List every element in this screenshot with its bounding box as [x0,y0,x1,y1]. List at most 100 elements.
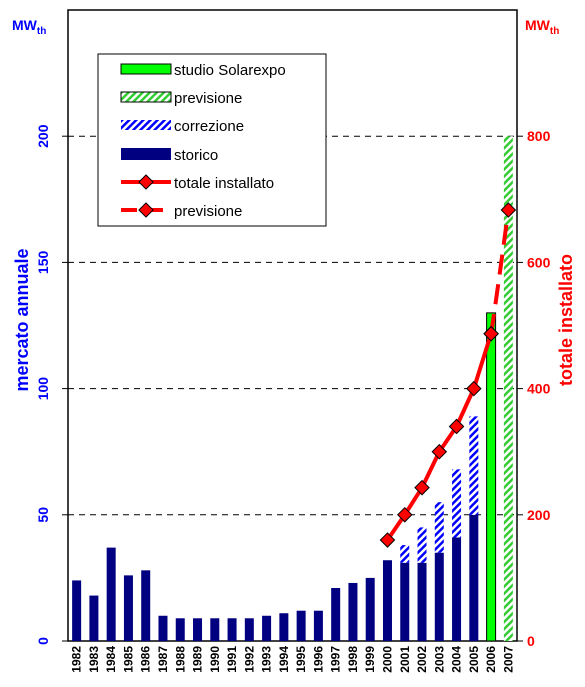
installed-marker [396,507,413,523]
legend-swatch-totale-marker [138,174,154,190]
right-tick-label: 400 [527,381,551,397]
legend: studio Solarexpo previsione correzione s… [97,53,327,227]
x-axis-ticks: 1982 1983 1984 1985 1986 1987 1988 1989 1990 1991… [70,646,516,673]
forecast-line [489,209,511,335]
bar-storico [72,580,82,641]
x-tick-label: 1997 [329,646,343,673]
installed-marker [379,532,396,548]
bars [72,136,513,642]
left-tick-label: 200 [35,124,51,148]
x-tick-label: 1996 [311,646,325,673]
bar-storico [469,514,479,641]
x-tick-label: 1989 [191,646,205,673]
forecast-marker [500,202,517,218]
left-tick-label: 50 [35,507,51,523]
right-axis-ticks: 0 200 400 600 800 [517,128,551,649]
x-tick-label: 1995 [294,646,308,673]
left-tick-label: 150 [35,251,51,275]
right-tick-label: 0 [527,633,535,649]
x-tick-label: 1988 [173,646,187,673]
bar-correzione [417,527,427,563]
bar-storico [89,595,99,641]
bar-storico [400,562,410,641]
bar-storico [313,610,323,641]
legend-box [97,53,327,227]
x-tick-label: 1984 [104,646,118,673]
installed-marker [448,418,465,435]
x-tick-label: 2007 [501,646,515,673]
x-tick-label: 2003 [432,646,446,673]
x-tick-label: 1990 [208,646,222,673]
x-tick-label: 1992 [242,646,256,673]
bar-correzione [400,545,410,563]
right-tick-label: 800 [527,128,551,144]
installed-marker [431,443,448,460]
left-tick-label: 0 [35,637,51,645]
right-axis-label: totale installato [556,254,576,386]
legend-label-storico: storico [174,147,218,164]
x-tick-label: 1983 [87,646,101,673]
bar-storico [193,618,203,641]
bar-storico [331,587,341,641]
legend-swatch-previsione-bar [120,91,172,103]
bar-storico [158,615,168,641]
right-tick-label: 600 [527,254,551,270]
bar-studio-solarexpo [486,312,497,642]
legend-swatch-correzione [121,120,171,130]
bar-correzione [469,416,479,515]
bar-storico [365,577,375,641]
bar-storico [106,547,116,641]
x-tick-label: 1987 [156,646,170,673]
bar-storico [244,618,254,641]
forecast-marker [483,325,499,342]
left-axis-ticks: 0 50 100 150 200 [35,124,68,645]
legend-label-correzione: correzione [174,118,244,135]
legend-label-previsione-bar: previsione [174,90,242,107]
installed-marker [466,380,482,397]
bar-storico [123,575,133,641]
plot-area [67,9,518,642]
x-tick-label: 1998 [346,646,360,673]
right-tick-label: 200 [527,507,551,523]
bar-storico [417,562,427,641]
x-tick-label: 2005 [467,646,481,673]
bar-storico [296,610,306,641]
bar-storico [141,570,151,641]
legend-swatch-storico [121,148,171,160]
bar-storico [348,582,358,641]
bar-storico [262,615,272,641]
x-tick-label: 1994 [277,646,291,673]
bar-correzione [434,502,444,553]
bar-storico [452,537,462,641]
bar-storico [434,552,444,641]
x-tick-label: 1993 [260,646,274,673]
x-tick-label: 2002 [415,646,429,673]
legend-label-studio: studio Solarexpo [174,62,286,79]
left-tick-label: 100 [35,377,51,401]
x-tick-label: 1985 [121,646,135,673]
x-tick-label: 1999 [363,646,377,673]
bar-storico [279,613,289,641]
right-axis-unit: MWth [525,17,559,37]
bar-previsione [503,136,513,641]
x-tick-label: 2004 [450,646,464,673]
left-axis-unit: MWth [12,17,46,37]
bar-storico [382,560,392,641]
x-tick-label: 2006 [484,646,498,673]
legend-label-totale: totale installato [174,175,274,192]
x-tick-label: 1982 [70,646,84,673]
installed-marker [414,479,430,496]
bar-correzione [452,469,462,538]
bar-storico [227,618,237,641]
bar-storico [210,618,220,641]
legend-label-previsione-line: previsione [174,203,242,220]
legend-swatch-previsione-marker [138,202,154,218]
x-tick-label: 2000 [380,646,394,673]
legend-swatch-studio [120,63,172,75]
bar-storico [175,618,185,641]
x-tick-label: 2001 [398,646,412,673]
x-tick-label: 1986 [139,646,153,673]
lines [379,202,517,548]
x-tick-label: 1991 [225,646,239,673]
